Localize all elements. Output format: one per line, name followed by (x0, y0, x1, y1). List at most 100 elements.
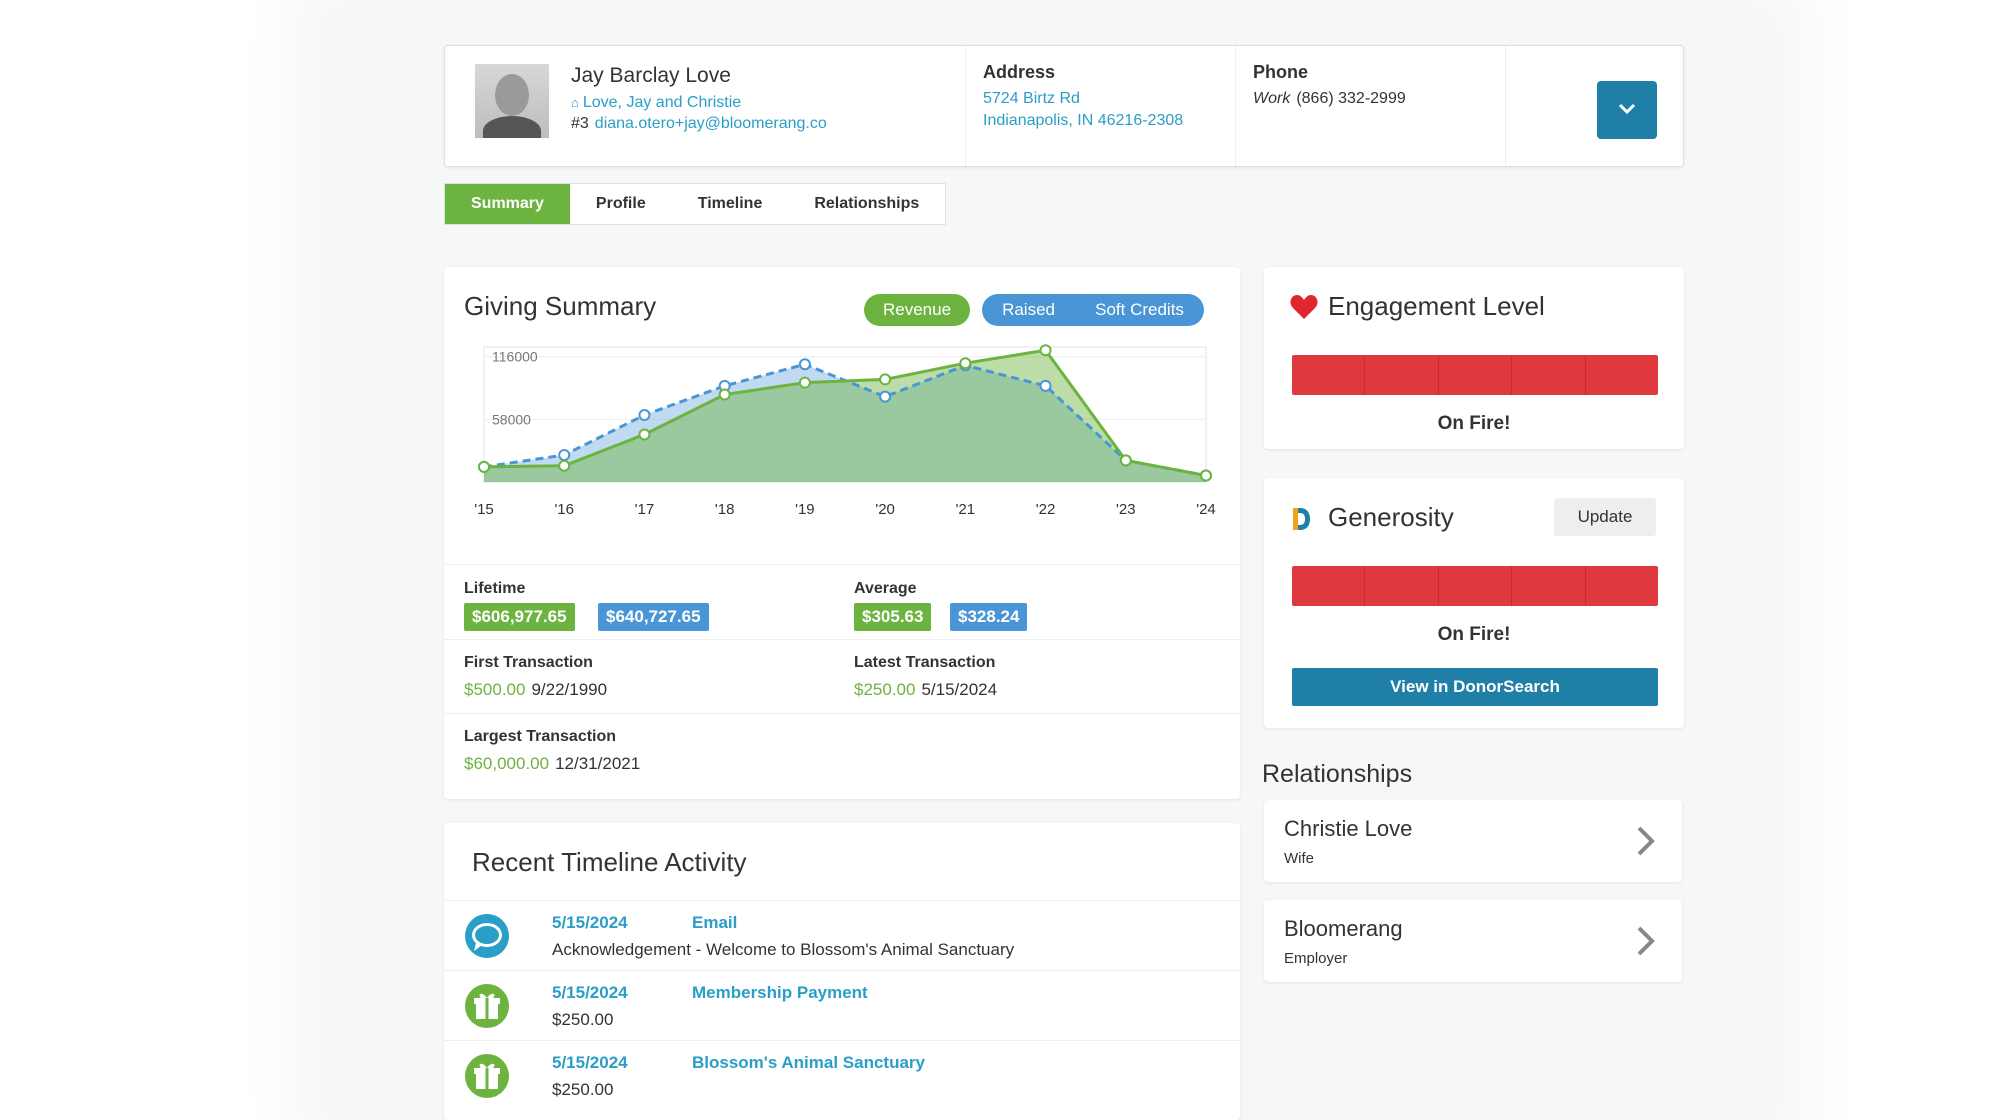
tab-profile[interactable]: Profile (595, 195, 646, 212)
divider (444, 564, 1240, 565)
relationship-item[interactable]: Christie Love Wife (1264, 800, 1682, 882)
phone-number: (866) 332-2999 (1296, 90, 1406, 107)
data-point-revenue (879, 373, 892, 386)
address-label: Address (983, 62, 1056, 82)
account-number: #3 (571, 115, 589, 132)
series-area-revenue (484, 350, 1206, 482)
phone-line: Work (866) 332-2999 (1253, 90, 1406, 108)
x-tick-label: '17 (635, 501, 655, 518)
largest-amount: $60,000.00 (464, 754, 550, 773)
lifetime-raised-badge: $640,727.65 (598, 603, 709, 631)
engagement-title: Engagement Level (1328, 291, 1545, 321)
timeline-description: $250.00 (552, 1080, 614, 1099)
relationship-name: Bloomerang (1284, 916, 1403, 941)
latest-amount: $250.00 (854, 680, 916, 699)
data-point-raised (1039, 379, 1052, 392)
largest-transaction-label: Largest Transaction (464, 728, 617, 745)
update-button[interactable]: Update (1554, 498, 1656, 536)
giving-chart: 116000 58000 '15 '16 '17 '18 '19 '20 '21 '22 '23 '2… (474, 344, 1216, 518)
timeline-row[interactable]: 5/15/2024 Email Acknowledgement - Welcom… (444, 900, 1240, 970)
lifetime-revenue-badge: $606,977.65 (464, 603, 575, 631)
timeline-type-link[interactable]: Email (692, 913, 738, 932)
data-point-revenue (959, 357, 972, 370)
chevron-right-icon (1637, 926, 1655, 956)
data-point-raised (798, 358, 811, 371)
expand-header-button[interactable] (1597, 81, 1657, 139)
donorsearch-logo-icon (1293, 508, 1310, 530)
data-point-revenue (718, 388, 731, 401)
series-area-raised (484, 364, 1206, 482)
latest-transaction-value: $250.00 5/15/2024 (854, 680, 997, 700)
tab-timeline[interactable]: Timeline (697, 195, 763, 212)
chevron-right-icon (1637, 826, 1655, 856)
avatar (475, 64, 549, 138)
y-tick-label: 58000 (492, 411, 531, 427)
data-point-revenue (798, 376, 811, 389)
first-date: 9/22/1990 (531, 680, 608, 699)
address-line2[interactable]: Indianapolis, IN 46216-2308 (983, 112, 1184, 129)
data-point-raised (558, 449, 571, 461)
x-tick-label: '19 (795, 501, 815, 518)
household-link[interactable]: ⌂ Love, Jay and Christie (571, 94, 741, 112)
household-name: Love, Jay and Christie (582, 94, 742, 111)
timeline-date: 5/15/2024 (552, 1053, 628, 1072)
giving-summary-card: Giving Summary Revenue Raised Soft Credi… (444, 267, 1240, 799)
soft-credits-toggle[interactable]: Soft Credits (1095, 300, 1184, 319)
phone-type: Work (1253, 90, 1291, 107)
x-tick-label: '15 (474, 501, 494, 518)
tab-relationships[interactable]: Relationships (814, 195, 920, 212)
timeline-type-link[interactable]: Membership Payment (692, 983, 868, 1002)
view-in-donorsearch-button[interactable]: View in DonorSearch (1292, 668, 1658, 706)
address-line1[interactable]: 5724 Birtz Rd (983, 90, 1080, 107)
data-point-revenue (638, 428, 651, 441)
relationship-item[interactable]: Bloomerang Employer (1264, 900, 1682, 982)
timeline-row[interactable]: 5/15/2024 Blossom's Animal Sanctuary $25… (444, 1040, 1240, 1110)
x-tick-label: '23 (1116, 501, 1136, 518)
heart-icon (1290, 295, 1318, 319)
y-tick-label: 116000 (492, 349, 538, 365)
divider (1505, 46, 1506, 166)
phone-label: Phone (1253, 62, 1309, 82)
engagement-meter (1292, 355, 1658, 395)
timeline-title: Recent Timeline Activity (472, 847, 747, 877)
raised-toggle[interactable]: Raised (1002, 300, 1055, 319)
raised-toggle-group: Raised Soft Credits (982, 294, 1204, 326)
contact-name: Jay Barclay Love (571, 64, 731, 87)
timeline-date: 5/15/2024 (552, 983, 628, 1002)
timeline-description: $250.00 (552, 1010, 614, 1029)
data-point-raised (879, 390, 892, 403)
data-point-revenue (478, 460, 490, 473)
revenue-toggle[interactable]: Revenue (864, 294, 970, 326)
generosity-meter (1292, 566, 1658, 606)
data-point-revenue (1200, 469, 1212, 482)
first-amount: $500.00 (464, 680, 526, 699)
average-label: Average (854, 580, 917, 597)
divider (1235, 46, 1236, 166)
x-tick-label: '21 (956, 501, 976, 518)
generosity-level: On Fire! (1437, 624, 1511, 645)
lifetime-label: Lifetime (464, 580, 526, 597)
account-line: #3 diana.otero+jay@bloomerang.co (571, 115, 827, 133)
recent-timeline-card: Recent Timeline Activity 5/15/2024 Email… (444, 823, 1240, 1120)
data-point-revenue (1039, 344, 1052, 357)
tab-summary[interactable]: Summary (445, 184, 570, 224)
timeline-row[interactable]: 5/15/2024 Membership Payment $250.00 (444, 970, 1240, 1040)
engagement-card: Engagement Level On Fire! (1264, 267, 1684, 449)
divider (965, 46, 966, 166)
latest-date: 5/15/2024 (921, 680, 998, 699)
gift-icon (465, 984, 509, 1028)
divider (444, 639, 1240, 640)
x-tick-label: '20 (875, 501, 895, 518)
first-transaction-label: First Transaction (464, 654, 593, 671)
largest-transaction-value: $60,000.00 12/31/2021 (464, 754, 640, 774)
relationships-title: Relationships (1262, 760, 1413, 788)
average-revenue-badge: $305.63 (854, 603, 932, 631)
plot-area (483, 346, 1207, 483)
timeline-type-link[interactable]: Blossom's Animal Sanctuary (692, 1053, 925, 1072)
email-link[interactable]: diana.otero+jay@bloomerang.co (594, 115, 827, 132)
data-point-raised (638, 409, 651, 422)
largest-date: 12/31/2021 (555, 754, 641, 773)
first-transaction-value: $500.00 9/22/1990 (464, 680, 607, 700)
tab-bar: Summary Profile Timeline Relationships (444, 183, 947, 225)
generosity-title: Generosity (1328, 502, 1454, 532)
